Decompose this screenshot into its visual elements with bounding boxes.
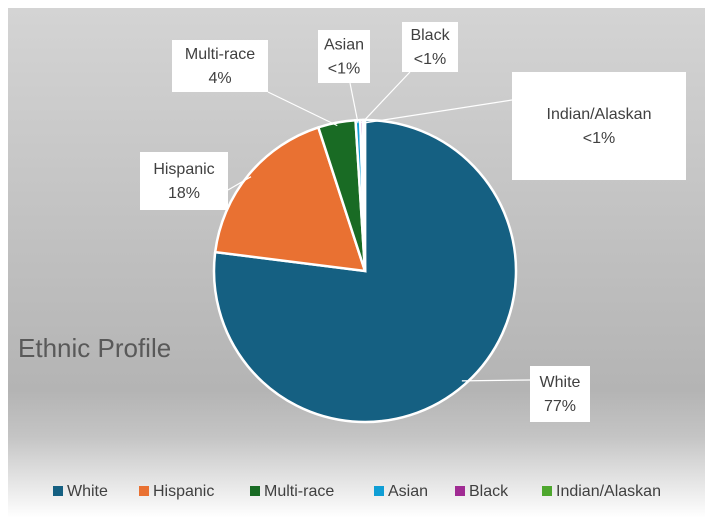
legend-label: Asian xyxy=(388,483,428,500)
pie-slice xyxy=(213,125,367,273)
chart-title: Ethnic Profile xyxy=(18,333,171,363)
data-label-value: 4% xyxy=(208,70,231,87)
leader-line xyxy=(461,379,531,382)
label-box xyxy=(530,366,590,422)
data-label-value: <1% xyxy=(328,61,360,78)
data-label-value: <1% xyxy=(414,51,446,68)
pie-slice xyxy=(212,118,518,424)
data-label-value: <1% xyxy=(583,130,615,147)
label-box xyxy=(172,40,268,92)
legend-label: Multi-race xyxy=(264,483,334,500)
label-box xyxy=(402,22,458,72)
legend-swatch xyxy=(374,486,384,496)
leader-line xyxy=(363,99,513,124)
data-label-value: 18% xyxy=(168,185,200,202)
leader-line xyxy=(361,71,411,124)
legend-label: Hispanic xyxy=(153,483,214,500)
data-label-value: 77% xyxy=(544,398,576,415)
legend-swatch xyxy=(455,486,465,496)
legend-label: Indian/Alaskan xyxy=(556,483,661,500)
data-label-category: Hispanic xyxy=(153,161,214,178)
legend-swatch xyxy=(139,486,149,496)
data-label-category: White xyxy=(540,374,581,391)
leader-line xyxy=(267,91,338,127)
data-label-category: Asian xyxy=(324,37,364,54)
leader-line xyxy=(227,176,252,191)
legend-swatch xyxy=(53,486,63,496)
data-label-category: Indian/Alaskan xyxy=(547,106,652,123)
legend-swatch xyxy=(250,486,260,496)
label-box xyxy=(512,72,686,180)
legend-label: Black xyxy=(469,483,509,500)
legend-swatch xyxy=(542,486,552,496)
legend-label: White xyxy=(67,483,108,500)
label-box xyxy=(318,30,370,83)
data-label-category: Black xyxy=(410,27,450,44)
label-box xyxy=(140,152,228,210)
leader-line xyxy=(349,82,359,124)
data-label-category: Multi-race xyxy=(185,46,255,63)
